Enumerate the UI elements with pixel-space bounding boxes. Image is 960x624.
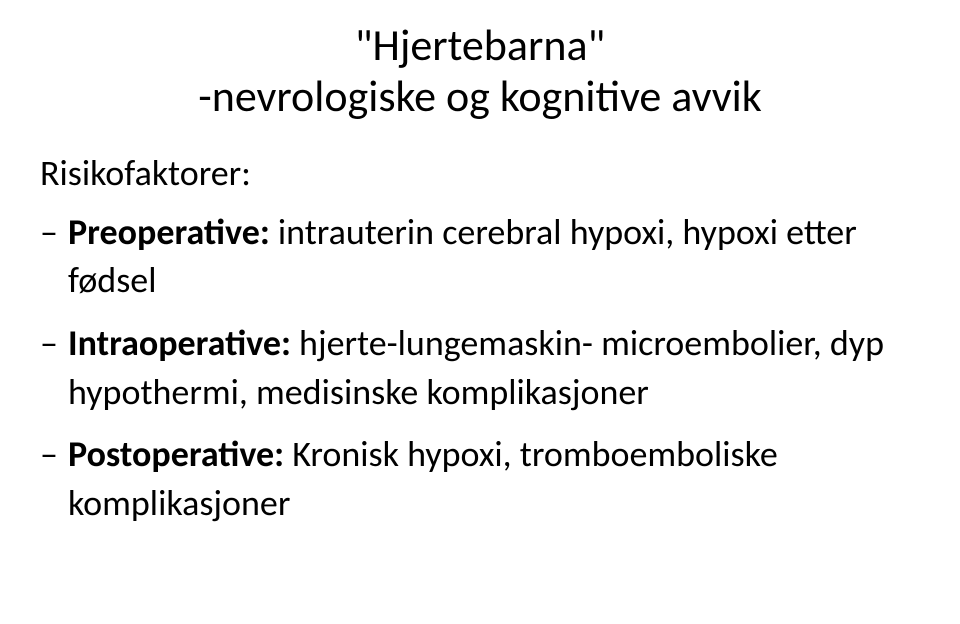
item-label: Intraoperative: xyxy=(68,321,291,365)
slide-title: "Hjertebarna" -nevrologiske og kognitive… xyxy=(40,20,920,121)
title-line-1: "Hjertebarna" xyxy=(355,18,605,72)
section-heading: Risikofaktorer: xyxy=(40,149,920,198)
list-item: Intraoperative: hjerte-lungemaskin- micr… xyxy=(40,319,920,416)
slide: "Hjertebarna" -nevrologiske og kognitive… xyxy=(0,0,960,624)
bullet-list: Preoperative: intrauterin cerebral hypox… xyxy=(40,208,920,528)
item-label: Postoperative: xyxy=(68,432,284,476)
item-label: Preoperative: xyxy=(68,210,270,254)
list-item: Postoperative: Kronisk hypoxi, tromboemb… xyxy=(40,430,920,527)
title-line-2: -nevrologiske og kognitive avvik xyxy=(198,69,761,123)
list-item: Preoperative: intrauterin cerebral hypox… xyxy=(40,208,920,305)
